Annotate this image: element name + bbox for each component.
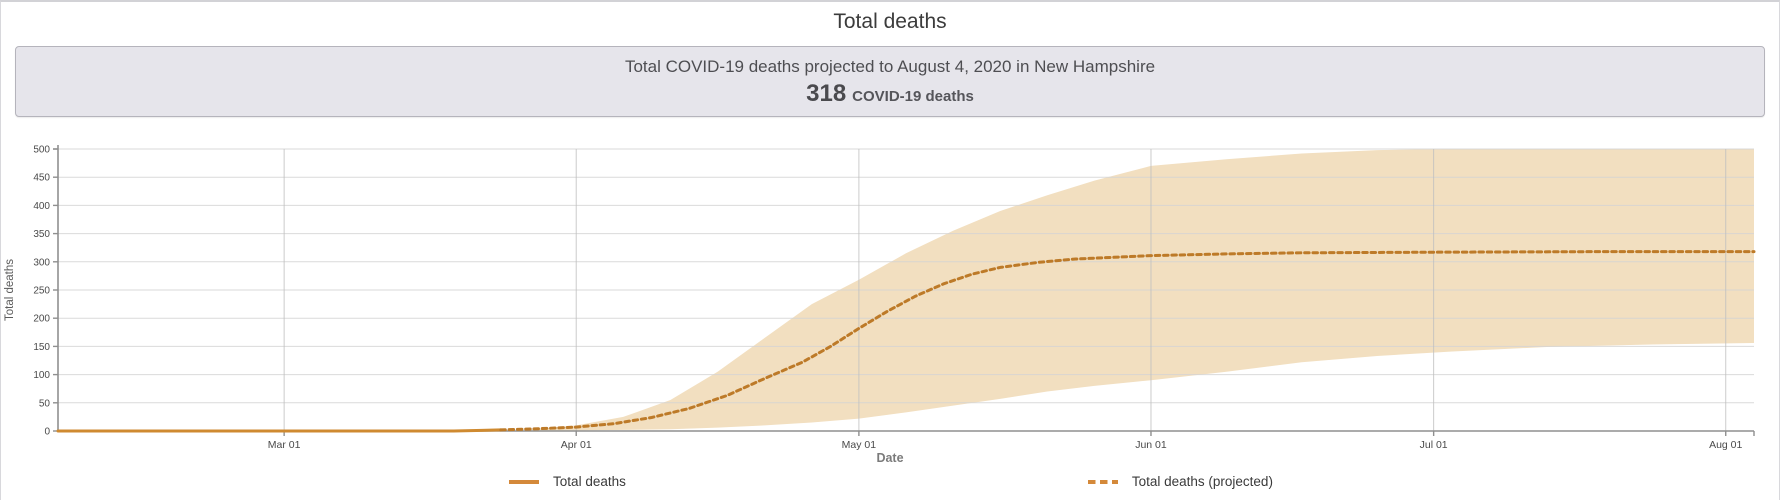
y-tick-label: 0 xyxy=(44,427,50,438)
x-tick-label: Mar 01 xyxy=(268,439,301,451)
x-axis-title: Date xyxy=(876,451,904,465)
y-tick-label: 400 xyxy=(33,201,50,212)
page-title: Total deaths xyxy=(833,10,947,33)
chart-legend: Total deaths Total deaths (projected) xyxy=(1,474,1779,489)
y-tick-label: 50 xyxy=(39,398,51,409)
y-tick-label: 450 xyxy=(33,173,50,184)
y-tick-label: 150 xyxy=(33,342,50,353)
x-tick-label: May 01 xyxy=(842,439,877,451)
y-axis-title: Total deaths xyxy=(4,259,16,321)
legend-label: Total deaths xyxy=(553,474,626,489)
summary-value: 318 xyxy=(806,80,847,107)
chart-plot-area: 0 50 100 150 200 250 300 350 400 450 500 Mar 01 Apr … xyxy=(4,145,1756,451)
y-tick-label: 500 xyxy=(33,145,50,156)
y-tick-label: 250 xyxy=(33,286,50,297)
summary-value-label: COVID-19 deaths xyxy=(852,88,974,105)
y-tick-label: 100 xyxy=(33,370,50,381)
summary-value-row: 318 COVID-19 deaths xyxy=(26,80,1754,108)
legend-item-total-deaths-projected[interactable]: Total deaths (projected) xyxy=(1086,474,1273,489)
x-tick-label: Jul 01 xyxy=(1420,439,1448,451)
y-tick-label: 200 xyxy=(33,314,50,325)
x-tick-label: Jun 01 xyxy=(1135,439,1167,451)
x-tick-label: Aug 01 xyxy=(1709,439,1742,451)
y-tick-label: 300 xyxy=(33,257,50,268)
summary-text: Total COVID-19 deaths projected to Augus… xyxy=(624,57,1156,76)
x-tick-label: Apr 01 xyxy=(561,439,592,451)
legend-item-total-deaths[interactable]: Total deaths xyxy=(507,474,626,489)
dashed-line-swatch-icon xyxy=(1087,479,1118,484)
legend-label: Total deaths (projected) xyxy=(1131,474,1273,489)
summary-box: Total COVID-19 deaths projected to Augus… xyxy=(15,46,1765,117)
actual-deaths-line xyxy=(56,428,503,433)
solid-line-swatch-icon xyxy=(509,479,540,484)
y-tick-label: 350 xyxy=(33,229,50,240)
chart: 0 50 100 150 200 250 300 350 400 450 500 Mar 01 Apr … xyxy=(1,121,1779,489)
projected-deaths-line xyxy=(499,250,1756,432)
